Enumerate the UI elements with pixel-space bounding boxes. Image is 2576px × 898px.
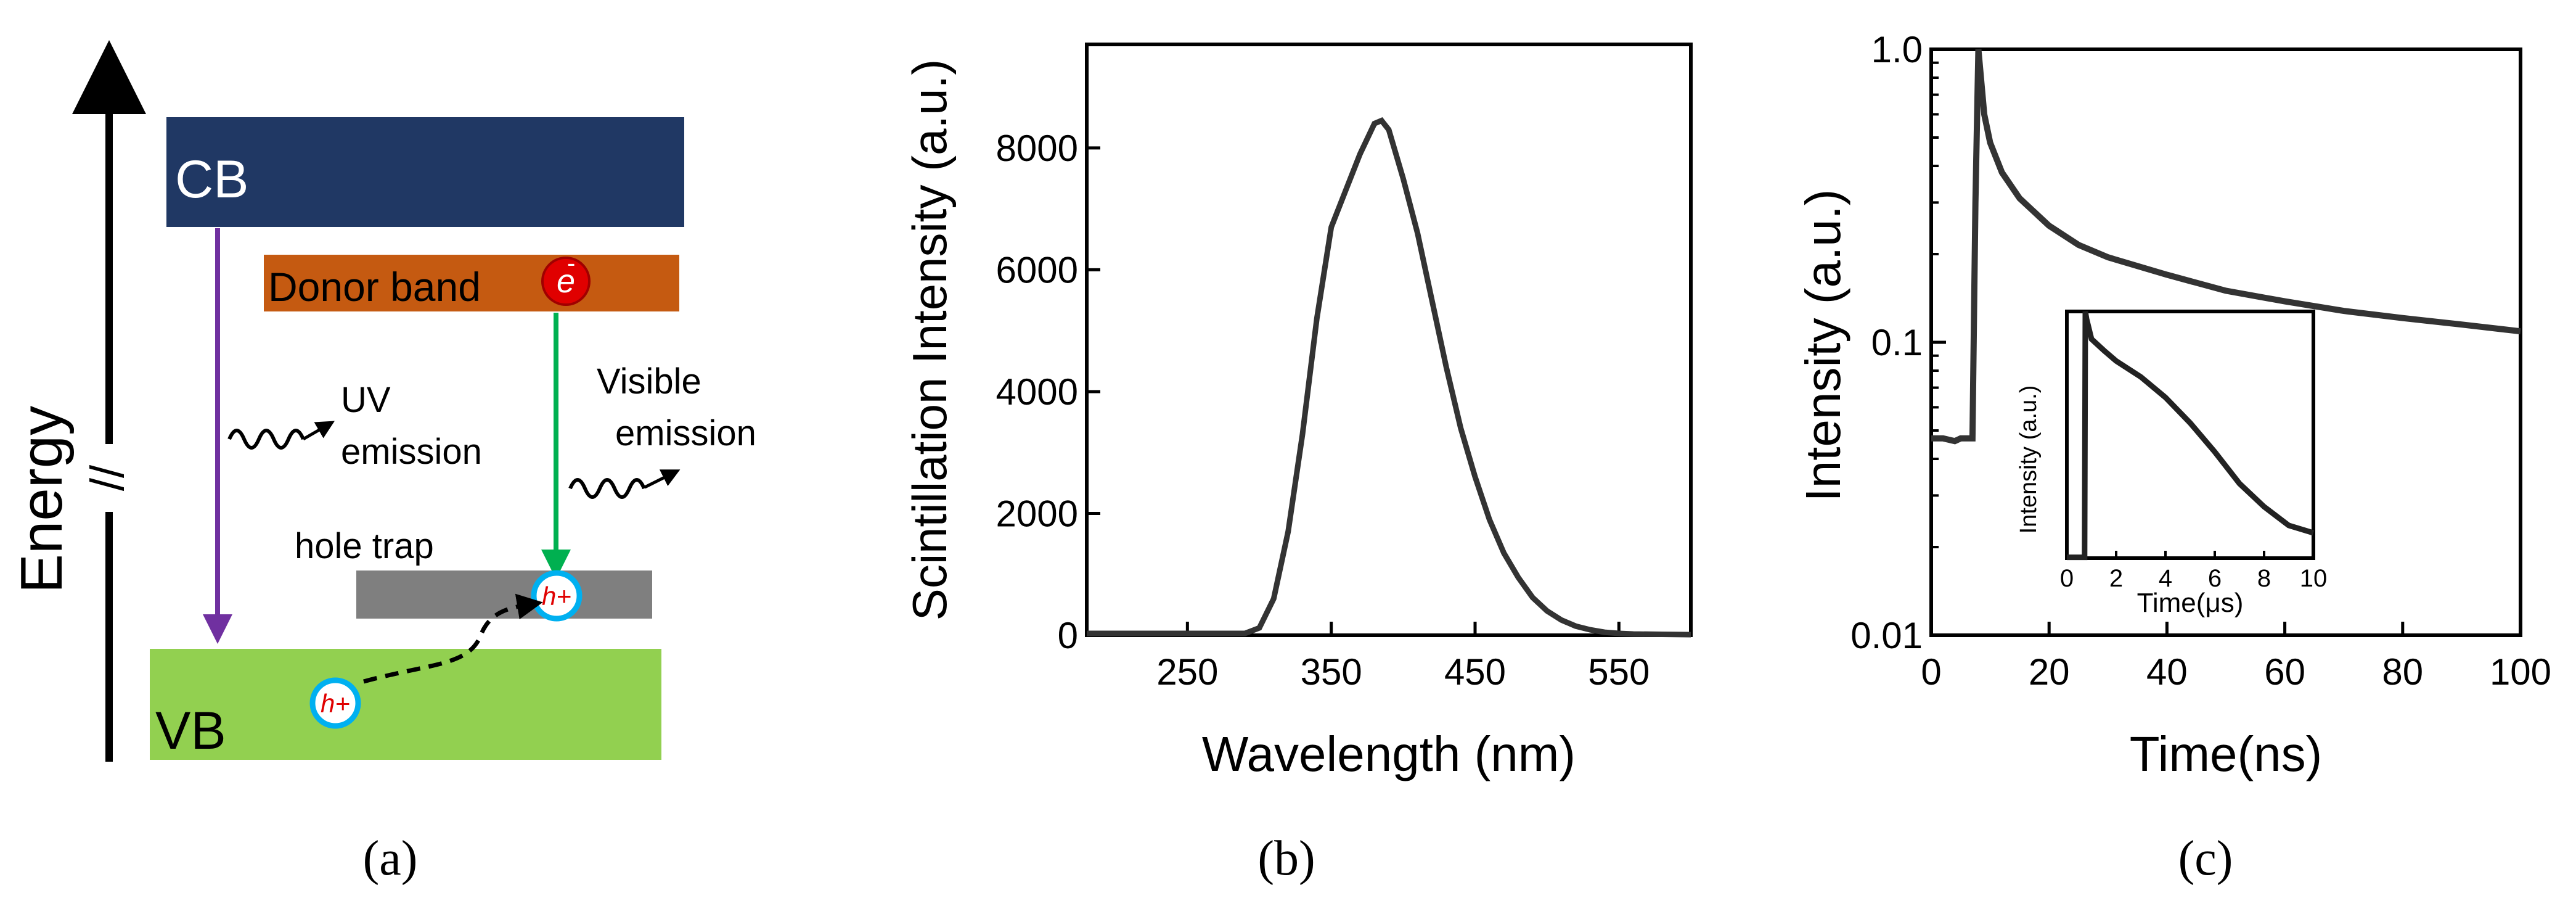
decay-y-tick-label: 0.01 [1850,615,1923,656]
decay-x-tick-label: 20 [2029,651,2070,693]
electron-icon [541,257,591,306]
decay-x-axis-label: Time(ns) [2130,727,2323,781]
decay-y-axis-label: Intensity (a.u.) [1796,189,1850,502]
decay-x-tick-label: 60 [2264,651,2305,693]
donor-band-label: Donor band [268,264,481,310]
decay-x-tick-label: 80 [2382,651,2423,693]
spectrum-x-tick-label: 250 [1156,651,1218,693]
spectrum-y-axis-label: Scintillation Intensity (a.u.) [902,59,957,620]
hole-trap-label: hole trap [295,526,434,566]
visible-emission-label-line2: emission [615,413,756,453]
vb-hole-icon [309,677,361,729]
spectrum-x-tick-label: 450 [1444,651,1506,693]
visible-photon-wave-icon [568,478,646,499]
spectrum-plot-frame [1085,43,1693,637]
decay-inset-chart: 0 2 4 6 8 10 Time(μs) Intensity (a.u.) [2016,310,2327,618]
valence-band [150,649,661,760]
uv-photon-arrow [302,421,335,441]
trapped-hole-label: h+ [542,582,571,611]
visible-emission-label-line1: Visible [597,361,701,402]
inset-plot-frame [2065,310,2315,560]
donor-band [264,255,679,311]
inset-series-line [2067,311,2315,561]
spectrum-y-tick-label: 4000 [996,371,1078,413]
decay-y-tick-label: 1.0 [1871,29,1923,70]
panel-label-c: (c) [2178,831,2233,886]
uv-emission-label-line2: emission [341,432,482,472]
visible-photon-arrow [644,469,681,489]
energy-axis-label: Energy [9,406,75,593]
spectrum-y-tick-label: 0 [1058,615,1078,656]
decay-series-line [1931,49,2521,445]
panel-b-scintillation-spectrum: 250 350 450 550 0 2000 4000 6000 8000 Wavelength… [902,43,1693,781]
inset-x-tick-label: 6 [2208,565,2222,592]
inset-ticks: 0 2 4 6 8 10 [2060,551,2327,592]
valence-band-label: VB [155,701,226,760]
conduction-band [166,117,684,227]
panel-labels: (a) (b) (c) [363,831,2233,886]
decay-x-tick-label: 100 [2490,651,2551,693]
decay-x-tick-label: 40 [2146,651,2188,693]
axis-break-mark: // [81,464,134,491]
hole-migration-arrow [363,593,543,684]
uv-emission-label-line1: UV [341,380,391,420]
inset-x-axis-label: Time(μs) [2137,588,2244,618]
electron-label: e [557,263,575,300]
spectrum-ticks: 250 350 450 550 0 2000 4000 6000 8000 [996,128,1650,693]
spectrum-y-tick-label: 6000 [996,249,1078,290]
decay-x-tick-label: 0 [1921,651,1941,693]
electron-charge: - [567,250,575,277]
vb-hole-label: h+ [321,689,350,718]
spectrum-y-tick-label: 8000 [996,128,1078,169]
uv-photon-wave-icon [227,429,305,450]
spectrum-x-tick-label: 550 [1588,651,1650,693]
inset-x-tick-label: 2 [2109,565,2123,592]
panel-label-a: (a) [363,831,418,886]
inset-x-tick-label: 10 [2300,565,2328,592]
inset-x-tick-label: 8 [2257,565,2271,592]
conduction-band-label: CB [175,150,248,209]
spectrum-x-tick-label: 350 [1301,651,1362,693]
decay-y-tick-label: 0.1 [1871,322,1923,363]
spectrum-x-axis-label: Wavelength (nm) [1202,727,1576,781]
spectrum-series-line [1087,117,1691,638]
panel-label-b: (b) [1257,831,1315,886]
spectrum-y-tick-label: 2000 [996,493,1078,534]
panel-a-band-diagram: // Energy CB Donor band e - VB hole trap… [9,40,756,762]
inset-x-tick-label: 0 [2060,565,2074,592]
inset-x-tick-label: 4 [2159,565,2172,592]
inset-y-axis-label: Intensity (a.u.) [2016,385,2042,534]
axis-break-gap [99,444,120,512]
